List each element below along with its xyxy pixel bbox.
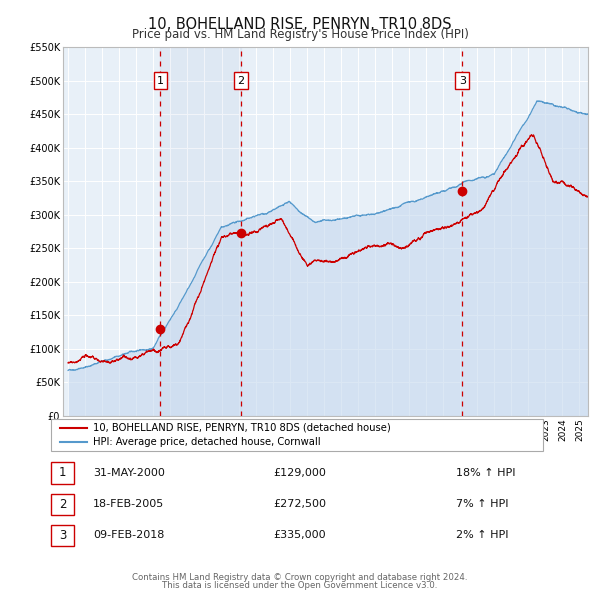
- Text: 2% ↑ HPI: 2% ↑ HPI: [456, 530, 509, 540]
- Text: £335,000: £335,000: [274, 530, 326, 540]
- Text: 3: 3: [459, 76, 466, 86]
- Bar: [160, 47, 241, 416]
- Text: 3: 3: [59, 529, 66, 542]
- Text: 2: 2: [237, 76, 244, 86]
- Text: 1: 1: [59, 466, 66, 480]
- Text: 2: 2: [59, 497, 66, 511]
- Text: 10, BOHELLAND RISE, PENRYN, TR10 8DS (detached house): 10, BOHELLAND RISE, PENRYN, TR10 8DS (de…: [93, 423, 391, 433]
- Text: 18% ↑ HPI: 18% ↑ HPI: [456, 468, 515, 478]
- Text: 1: 1: [157, 76, 164, 86]
- Text: £129,000: £129,000: [274, 468, 326, 478]
- Text: Contains HM Land Registry data © Crown copyright and database right 2024.: Contains HM Land Registry data © Crown c…: [132, 572, 468, 582]
- Text: HPI: Average price, detached house, Cornwall: HPI: Average price, detached house, Corn…: [93, 437, 320, 447]
- Text: 10, BOHELLAND RISE, PENRYN, TR10 8DS: 10, BOHELLAND RISE, PENRYN, TR10 8DS: [148, 17, 452, 31]
- Text: 09-FEB-2018: 09-FEB-2018: [93, 530, 164, 540]
- Text: 7% ↑ HPI: 7% ↑ HPI: [456, 499, 509, 509]
- Text: This data is licensed under the Open Government Licence v3.0.: This data is licensed under the Open Gov…: [163, 581, 437, 590]
- Text: 18-FEB-2005: 18-FEB-2005: [93, 499, 164, 509]
- Text: Price paid vs. HM Land Registry's House Price Index (HPI): Price paid vs. HM Land Registry's House …: [131, 28, 469, 41]
- Text: 31-MAY-2000: 31-MAY-2000: [93, 468, 165, 478]
- Text: £272,500: £272,500: [274, 499, 326, 509]
